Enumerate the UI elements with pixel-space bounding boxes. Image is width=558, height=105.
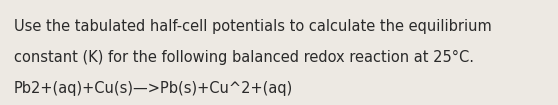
Text: Use the tabulated half-cell potentials to calculate the equilibrium: Use the tabulated half-cell potentials t… [14,19,492,34]
Text: constant (K) for the following balanced redox reaction at 25°C.: constant (K) for the following balanced … [14,50,474,65]
Text: Pb2+(aq)+Cu(s)—>Pb(s)+Cu^2+(aq): Pb2+(aq)+Cu(s)—>Pb(s)+Cu^2+(aq) [14,81,293,96]
